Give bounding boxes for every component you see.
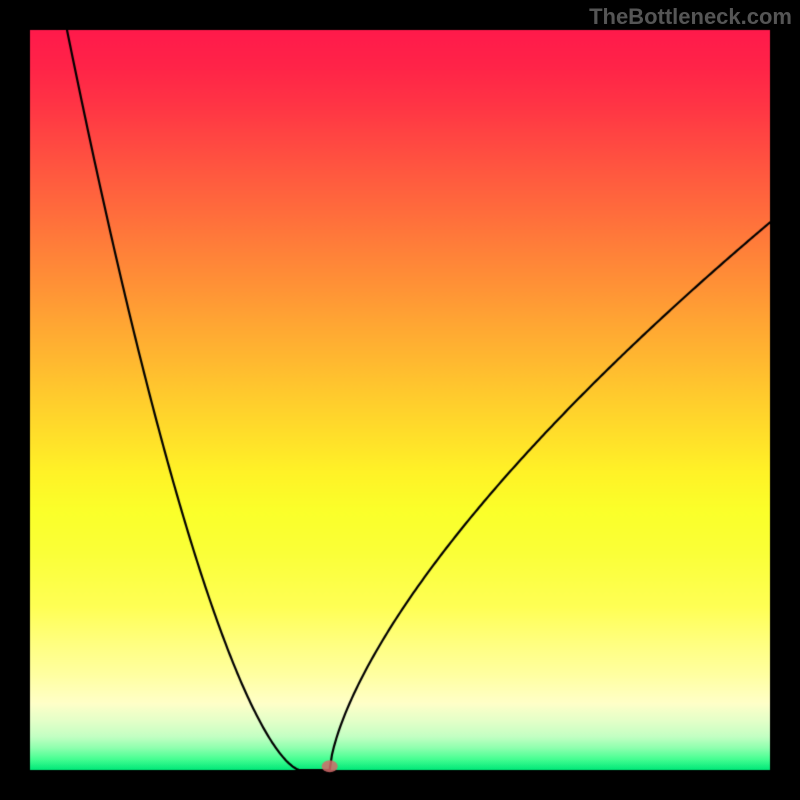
watermark-text: TheBottleneck.com	[589, 4, 792, 30]
chart-container: { "watermark": { "text": "TheBottleneck.…	[0, 0, 800, 800]
bottleneck-chart	[0, 0, 800, 800]
